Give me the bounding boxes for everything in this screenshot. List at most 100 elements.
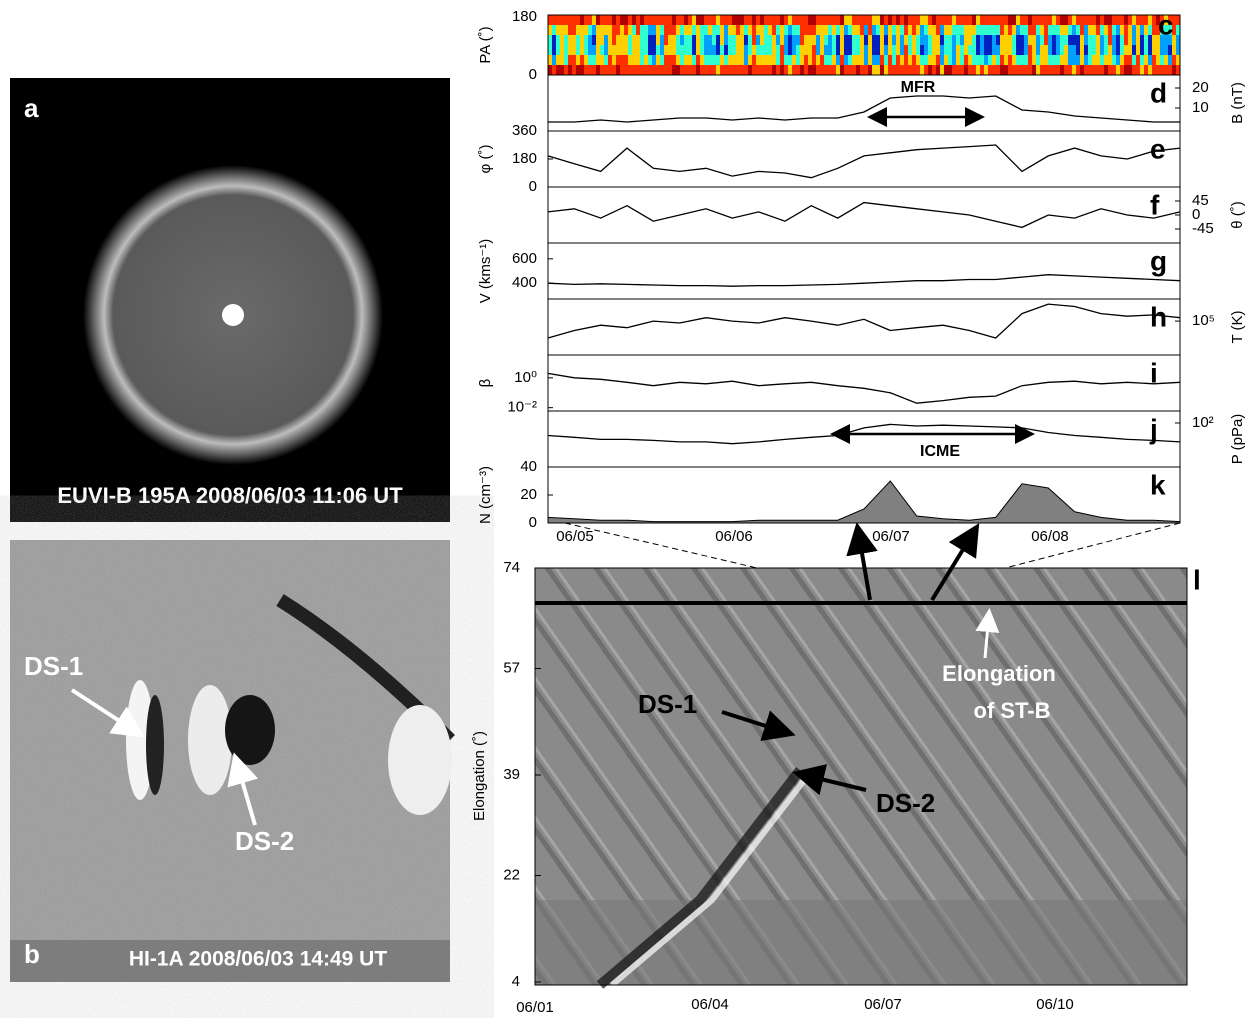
pa-cell — [580, 45, 584, 55]
pa-cell — [688, 55, 692, 65]
pa-cell — [968, 55, 972, 65]
pa-cell — [612, 35, 616, 45]
pa-cell — [1080, 35, 1084, 45]
pa-cell — [640, 65, 644, 75]
pa-cell — [628, 55, 632, 65]
pa-cell — [1136, 55, 1140, 65]
pa-cell — [1128, 45, 1132, 55]
pa-cell — [1084, 55, 1088, 65]
pa-cell — [864, 55, 868, 65]
pa-cell — [1044, 35, 1048, 45]
pa-cell — [1016, 25, 1020, 35]
pa-cell — [660, 35, 664, 45]
x-tick-label: 06/10 — [1036, 996, 1074, 1013]
pa-cell — [912, 35, 916, 45]
pa-cell — [892, 25, 896, 35]
pa-cell — [952, 45, 956, 55]
pa-cell — [996, 65, 1000, 75]
pa-cell — [576, 45, 580, 55]
pa-cell — [764, 45, 768, 55]
panel-label: e — [1150, 133, 1166, 164]
pa-cell — [928, 35, 932, 45]
pa-cell — [1084, 35, 1088, 45]
pa-cell — [952, 65, 956, 75]
pa-cell — [848, 15, 852, 25]
pa-cell — [820, 25, 824, 35]
pa-cell — [924, 25, 928, 35]
pa-cell — [648, 35, 652, 45]
pa-cell — [728, 45, 732, 55]
pa-cell — [688, 15, 692, 25]
pa-cell — [1096, 25, 1100, 35]
pa-cell — [1028, 15, 1032, 25]
y-tick-label: 0 — [529, 514, 537, 531]
pa-cell — [1048, 65, 1052, 75]
pa-cell — [952, 35, 956, 45]
pa-cell — [620, 35, 624, 45]
pa-cell — [856, 45, 860, 55]
pa-cell — [996, 55, 1000, 65]
pa-cell — [1136, 15, 1140, 25]
pa-cell — [1048, 15, 1052, 25]
pa-cell — [1008, 25, 1012, 35]
pa-cell — [832, 25, 836, 35]
pa-cell — [1080, 55, 1084, 65]
pa-cell — [1156, 15, 1160, 25]
pa-cell — [1036, 65, 1040, 75]
pa-cell — [704, 15, 708, 25]
pa-cell — [1108, 55, 1112, 65]
pa-cell — [824, 65, 828, 75]
pa-cell — [884, 25, 888, 35]
pa-cell — [652, 25, 656, 35]
pa-cell — [1048, 25, 1052, 35]
pa-cell — [1168, 25, 1172, 35]
pa-cell — [812, 35, 816, 45]
pa-cell — [936, 55, 940, 65]
panel-frame — [547, 410, 1181, 468]
pa-cell — [864, 15, 868, 25]
y-tick-label: 4 — [512, 973, 520, 990]
annotation: Elongation — [942, 661, 1056, 686]
panel-frame — [547, 354, 1181, 412]
pa-cell — [740, 15, 744, 25]
pa-cell — [844, 25, 848, 35]
pa-cell — [776, 65, 780, 75]
pa-cell — [660, 65, 664, 75]
pa-cell — [1168, 15, 1172, 25]
panel-label: j — [1149, 413, 1158, 444]
pa-cell — [624, 55, 628, 65]
pa-cell — [768, 35, 772, 45]
pa-cell — [684, 15, 688, 25]
pa-cell — [744, 35, 748, 45]
pa-cell — [560, 45, 564, 55]
pa-cell — [948, 45, 952, 55]
pa-cell — [1132, 65, 1136, 75]
pa-cell — [568, 25, 572, 35]
pa-cell — [1044, 55, 1048, 65]
pa-cell — [1104, 45, 1108, 55]
pa-cell — [1052, 25, 1056, 35]
pa-cell — [1008, 65, 1012, 75]
pa-cell — [664, 55, 668, 65]
y-tick-label: 360 — [512, 122, 537, 139]
pa-cell — [680, 35, 684, 45]
pa-cell — [1088, 65, 1092, 75]
pa-cell — [1144, 35, 1148, 45]
pa-cell — [624, 35, 628, 45]
pa-cell — [636, 55, 640, 65]
pa-cell — [1128, 25, 1132, 35]
pa-cell — [860, 35, 864, 45]
pa-cell — [692, 25, 696, 35]
pa-cell — [840, 65, 844, 75]
pa-cell — [596, 25, 600, 35]
pa-cell — [908, 55, 912, 65]
pa-cell — [624, 65, 628, 75]
pa-cell — [784, 45, 788, 55]
pa-cell — [556, 15, 560, 25]
pa-cell — [976, 35, 980, 45]
pa-cell — [916, 45, 920, 55]
pa-cell — [804, 45, 808, 55]
y-axis-label: P (pPa) — [1229, 414, 1246, 465]
pa-cell — [1020, 25, 1024, 35]
pa-cell — [744, 55, 748, 65]
